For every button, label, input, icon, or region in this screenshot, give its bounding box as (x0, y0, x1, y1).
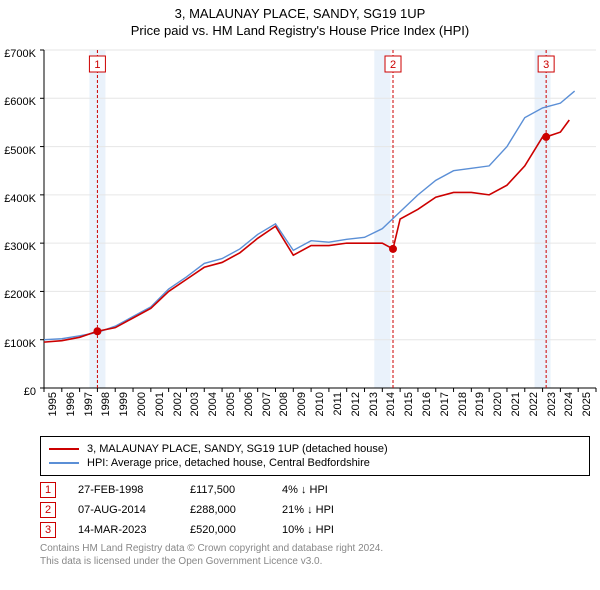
marker-badge: 1 (40, 482, 56, 498)
footer-line: This data is licensed under the Open Gov… (40, 555, 590, 568)
marker-date: 27-FEB-1998 (78, 484, 168, 496)
marker-date: 14-MAR-2023 (78, 524, 168, 536)
marker-row: 1 27-FEB-1998 £117,500 4% ↓ HPI (40, 482, 590, 498)
legend-label: HPI: Average price, detached house, Cent… (87, 457, 370, 469)
legend-item: HPI: Average price, detached house, Cent… (49, 457, 581, 469)
chart-container: 3, MALAUNAY PLACE, SANDY, SG19 1UP Price… (0, 0, 600, 568)
svg-text:3: 3 (543, 59, 549, 71)
legend-swatch (49, 462, 79, 464)
marker-badge: 2 (40, 502, 56, 518)
marker-row: 2 07-AUG-2014 £288,000 21% ↓ HPI (40, 502, 590, 518)
x-axis-labels: 1995199619971998199920002001200220032004… (40, 392, 600, 430)
marker-date: 07-AUG-2014 (78, 504, 168, 516)
legend: 3, MALAUNAY PLACE, SANDY, SG19 1UP (deta… (40, 436, 590, 476)
svg-text:2: 2 (390, 59, 396, 71)
marker-price: £117,500 (190, 484, 260, 496)
footer: Contains HM Land Registry data © Crown c… (40, 542, 590, 568)
svg-text:1: 1 (94, 59, 100, 71)
marker-pct: 4% ↓ HPI (282, 484, 372, 496)
titles: 3, MALAUNAY PLACE, SANDY, SG19 1UP Price… (0, 0, 600, 42)
chart-svg: 1 2 3 (40, 42, 600, 392)
footer-line: Contains HM Land Registry data © Crown c… (40, 542, 590, 555)
legend-item: 3, MALAUNAY PLACE, SANDY, SG19 1UP (deta… (49, 443, 581, 455)
marker-pct: 21% ↓ HPI (282, 504, 372, 516)
marker-badge: 3 (40, 522, 56, 538)
marker-row: 3 14-MAR-2023 £520,000 10% ↓ HPI (40, 522, 590, 538)
chart-title: 3, MALAUNAY PLACE, SANDY, SG19 1UP (0, 6, 600, 21)
plot-area: 1 2 3 (40, 42, 600, 392)
marker-price: £288,000 (190, 504, 260, 516)
marker-table: 1 27-FEB-1998 £117,500 4% ↓ HPI 2 07-AUG… (40, 482, 590, 538)
y-axis-labels: £0£100K£200K£300K£400K£500K£600K£700K (0, 46, 38, 396)
marker-pct: 10% ↓ HPI (282, 524, 372, 536)
chart-subtitle: Price paid vs. HM Land Registry's House … (0, 23, 600, 38)
legend-swatch (49, 448, 79, 450)
legend-label: 3, MALAUNAY PLACE, SANDY, SG19 1UP (deta… (87, 443, 388, 455)
marker-price: £520,000 (190, 524, 260, 536)
